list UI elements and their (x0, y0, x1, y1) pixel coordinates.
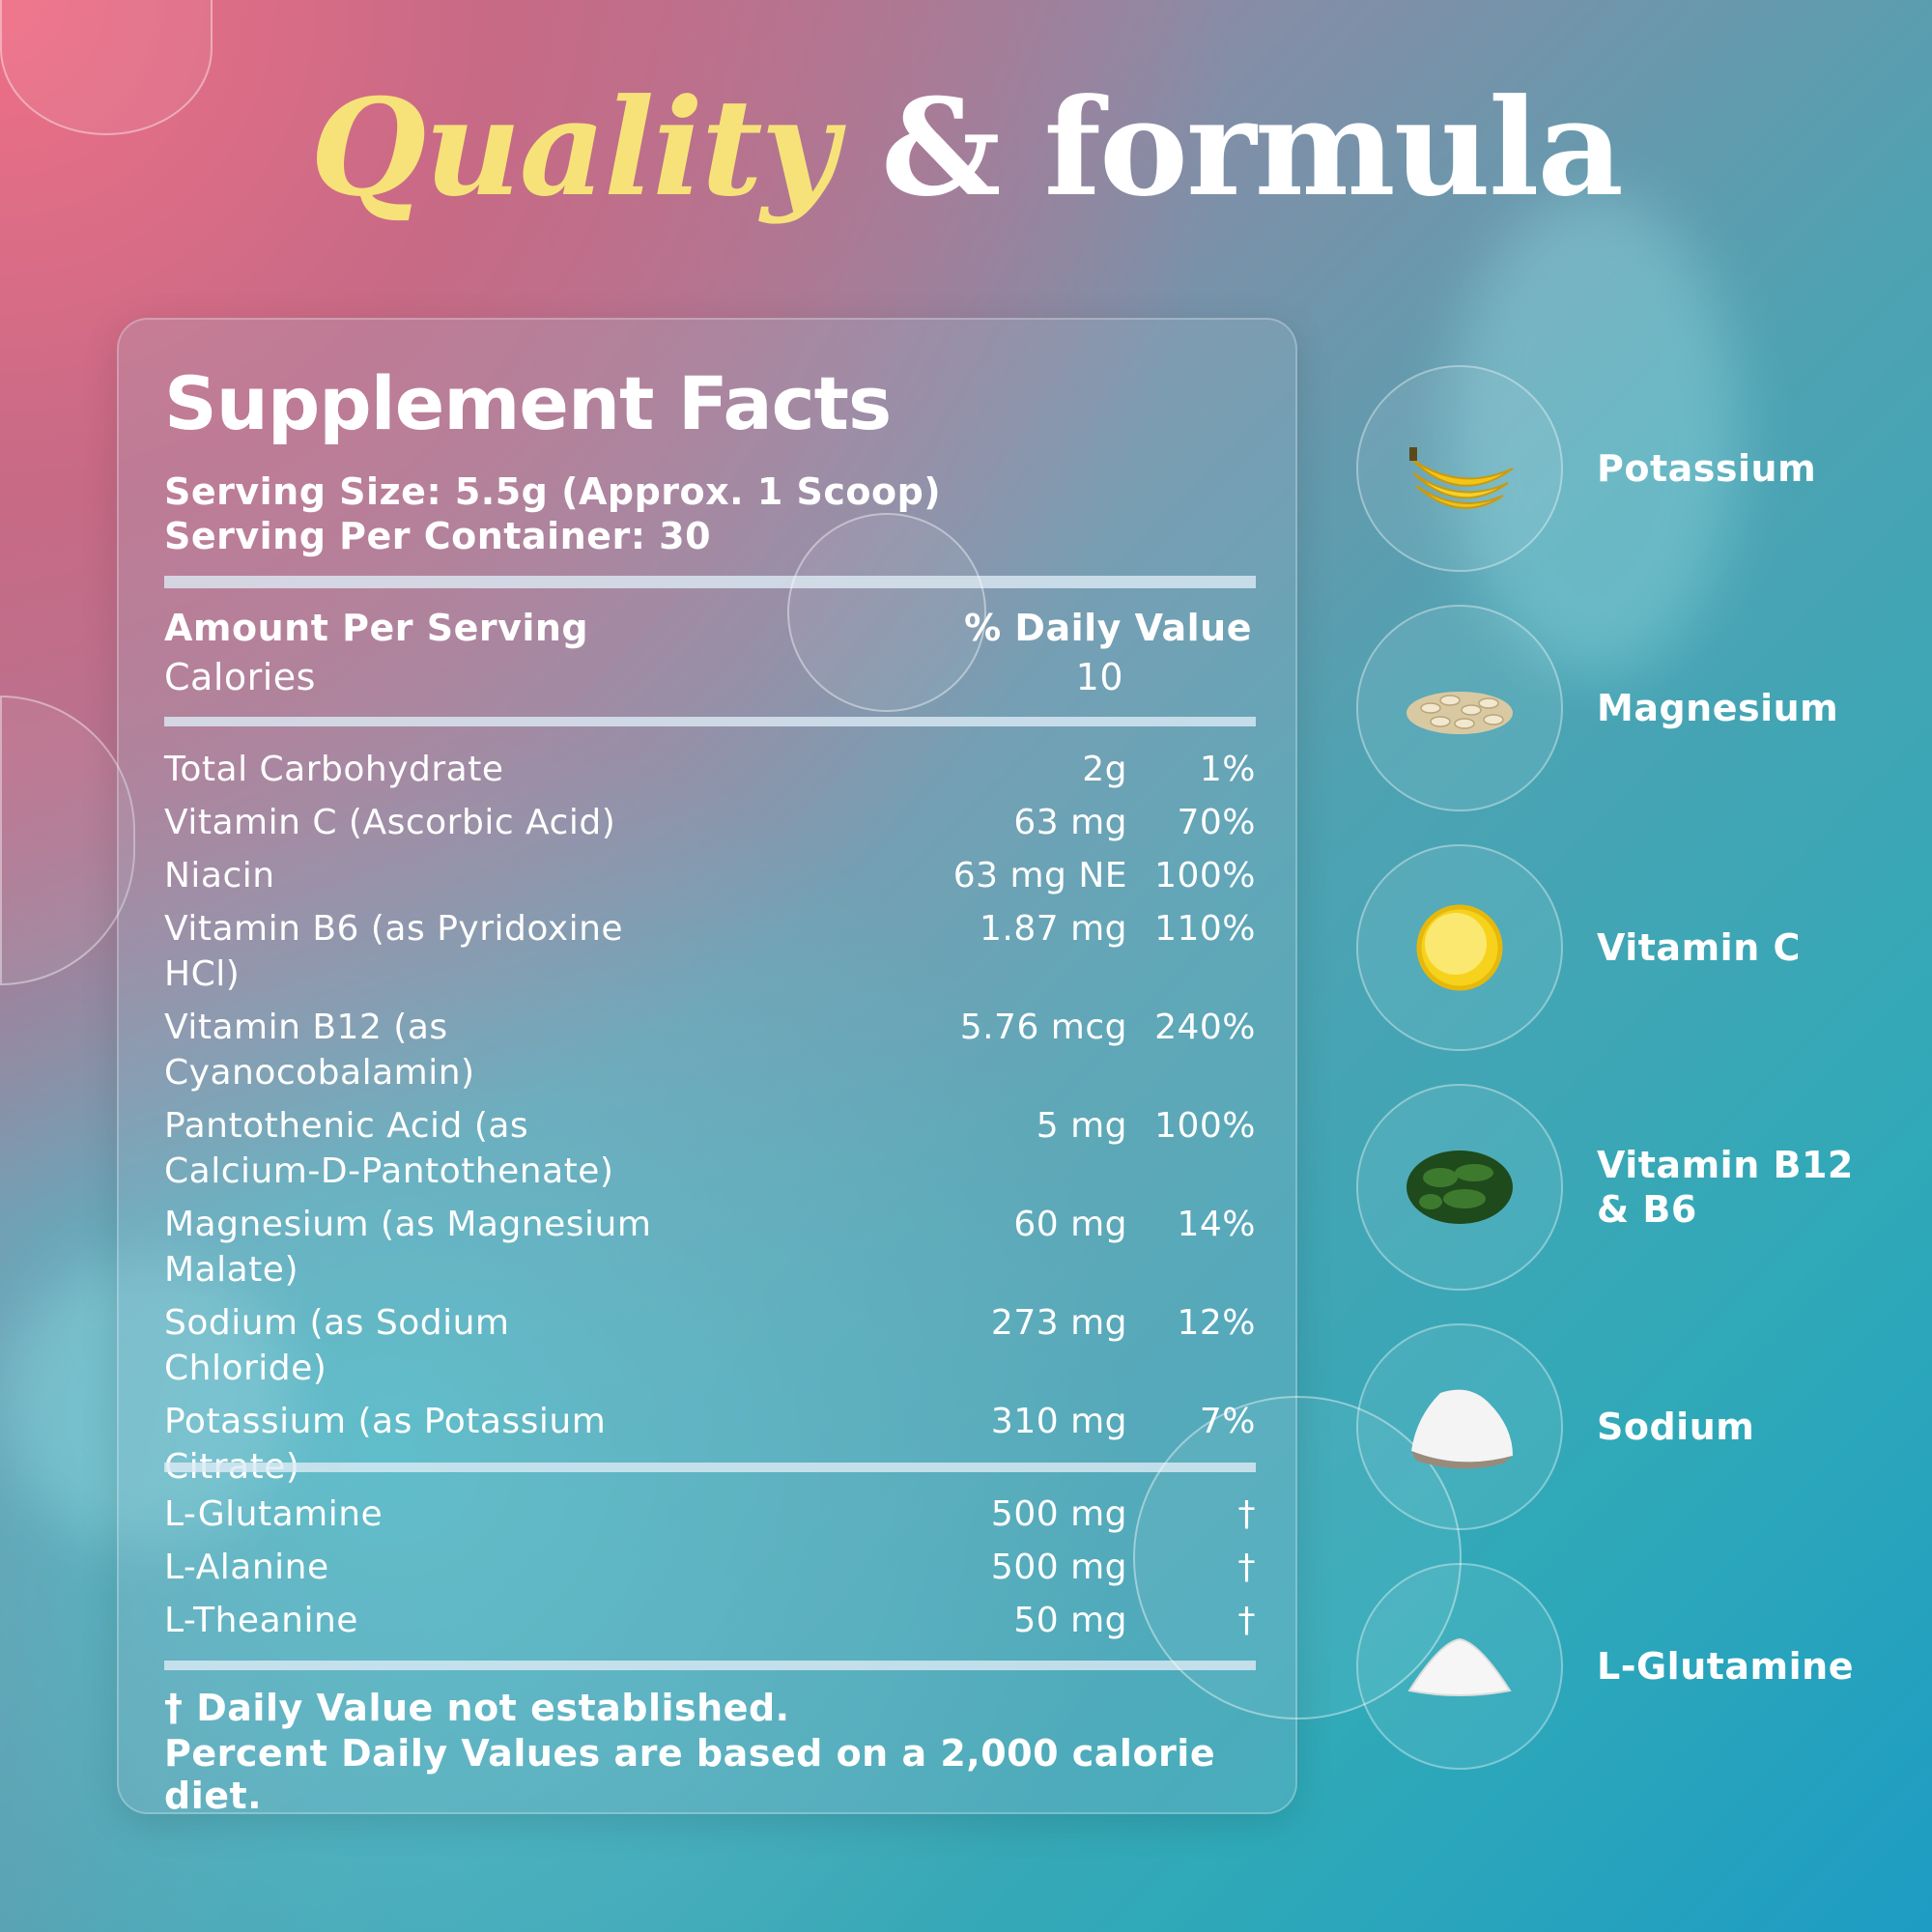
ingredient-label: Sodium (1597, 1406, 1755, 1448)
calories-value: 10 (1075, 656, 1123, 698)
nutrient-name: Total Carbohydrate (164, 750, 504, 789)
nutrient-name: Vitamin B12 (as Cyanocobalamin) (164, 1008, 475, 1093)
divider (164, 717, 1256, 726)
nutrient-dv: 240% (1154, 1008, 1256, 1047)
calories-label: Calories (164, 656, 316, 698)
nutrient-name: Potassium (as Potassium Citrate) (164, 1402, 607, 1487)
ingredient-label: Magnesium (1597, 687, 1839, 729)
background-blob (0, 1256, 290, 1546)
nutrient-row: Potassium (as Potassium Citrate)310 mg7% (164, 1399, 1256, 1490)
ingredient-label: Potassium (1597, 447, 1817, 490)
nutrient-list: Total Carbohydrate 2g 1% Vitamin C (Ascorbi… (164, 747, 1256, 1497)
nutrient-name: Vitamin C (Ascorbic Acid) (164, 803, 616, 842)
nutrient-row: Vitamin C (Ascorbic Acid) 63 mg 70% (164, 800, 1256, 845)
nutrient-amount: 310 mg (990, 1402, 1127, 1441)
nutrient-row: L-Theanine 50 mg † (164, 1598, 1256, 1643)
title-rest: & formula (880, 69, 1624, 226)
nutrient-amount: 500 mg (990, 1494, 1127, 1534)
amount-header: Amount Per Serving (164, 607, 589, 649)
salt-icon (1411, 1389, 1513, 1469)
page-title: Quality & formula (0, 68, 1932, 228)
leafy-greens-icon (1406, 1151, 1513, 1224)
facts-heading: Supplement Facts (164, 360, 892, 446)
nutrient-amount: 63 mg (1013, 803, 1127, 842)
decorative-bubble (787, 513, 986, 712)
ingredient-label: Vitamin C (1597, 926, 1801, 969)
nutrient-row: Sodium (as Sodium Chloride) 273 mg 12% (164, 1300, 1256, 1391)
nutrient-amount: 5 mg (1036, 1106, 1127, 1146)
nutrient-name: L-Glutamine (164, 1494, 384, 1534)
ingredient-item: Vitamin C (1356, 844, 1897, 1051)
dv-header: % Daily Value (964, 607, 1252, 649)
nutrient-row: L-Glutamine 500 mg † (164, 1492, 1256, 1537)
serving-size: Serving Size: 5.5g (Approx. 1 Scoop) (164, 470, 942, 513)
ingredient-item: Magnesium (1356, 605, 1897, 811)
nutrient-amount: 500 mg (990, 1548, 1127, 1587)
seeds-icon (1406, 692, 1513, 734)
divider (164, 1661, 1256, 1670)
footnote-diet: Percent Daily Values are based on a 2,00… (164, 1732, 1216, 1817)
nutrient-row: Niacin 63 mg NE 100% (164, 853, 1256, 898)
nutrient-amount: 60 mg (1013, 1205, 1127, 1244)
ingredient-circle (1356, 844, 1563, 1051)
nutrient-amount: 2g (1082, 750, 1127, 789)
supplement-facts-panel: Supplement Facts Serving Size: 5.5g (App… (117, 318, 1297, 1817)
ingredient-label: L-Glutamine (1597, 1645, 1855, 1688)
nutrient-amount: 63 mg NE (952, 856, 1127, 895)
nutrient-row: Pantothenic Acid (as Calcium-D-Pantothen… (164, 1103, 1256, 1194)
ingredient-item: Sodium (1356, 1323, 1897, 1530)
footnote-dv: † Daily Value not established. (164, 1687, 790, 1729)
ingredient-item: Vitamin B12 & B6 (1356, 1084, 1897, 1291)
ingredient-item: L-Glutamine (1356, 1563, 1897, 1770)
nutrient-name: Vitamin B6 (as Pyridoxine HCl) (164, 909, 624, 994)
nutrient-name: Magnesium (as Magnesium Malate) (164, 1205, 652, 1290)
nutrient-row: Vitamin B12 (as Cyanocobalamin) 5.76 mcg 2… (164, 1005, 1256, 1095)
ingredient-label: Vitamin B12 & B6 (1597, 1144, 1854, 1231)
powder-icon (1407, 1637, 1512, 1696)
nutrient-amount: 1.87 mg (979, 909, 1127, 949)
nutrient-dv: 110% (1154, 909, 1256, 949)
nutrient-name: L-Theanine (164, 1601, 358, 1640)
nutrient-amount: 5.76 mcg (959, 1008, 1127, 1047)
nutrient-row: Total Carbohydrate 2g 1% (164, 747, 1256, 792)
ingredient-circle (1356, 365, 1563, 572)
ingredient-circle (1356, 1084, 1563, 1291)
nutrient-dv: 70% (1177, 803, 1256, 842)
ingredient-circle (1356, 1323, 1563, 1530)
ingredient-circle (1356, 605, 1563, 811)
nutrient-name: Sodium (as Sodium Chloride) (164, 1303, 510, 1388)
nutrient-amount: 273 mg (990, 1303, 1127, 1343)
decorative-bubble (0, 696, 135, 985)
nutrient-row: L-Alanine 500 mg † (164, 1545, 1256, 1590)
ingredient-circle (1356, 1563, 1563, 1770)
nutrient-dv: 100% (1154, 1106, 1256, 1146)
nutrient-dv: 12% (1177, 1303, 1256, 1343)
title-accent: Quality (310, 69, 838, 226)
servings-per-container: Serving Per Container: 30 (164, 515, 712, 557)
nutrient-name: Pantothenic Acid (as Calcium-D-Pantothen… (164, 1106, 614, 1191)
nutrient-row: Vitamin B6 (as Pyridoxine HCl) 1.87 mg 110… (164, 906, 1256, 997)
nutrient-name: L-Alanine (164, 1548, 329, 1587)
amino-acid-list: L-Glutamine 500 mg † L-Alanine 500 mg † L-Thea… (164, 1492, 1256, 1651)
decorative-bubble (0, 0, 213, 135)
nutrient-amount: 50 mg (1013, 1601, 1127, 1640)
nutrient-dv: 100% (1154, 856, 1256, 895)
divider (164, 576, 1256, 588)
divider (164, 1463, 1256, 1472)
banana-icon (1409, 447, 1514, 509)
nutrient-dv: 14% (1177, 1205, 1256, 1244)
nutrient-dv: 1% (1199, 750, 1256, 789)
nutrient-name: Niacin (164, 856, 275, 895)
nutrient-row: Magnesium (as Magnesium Malate) 60 mg 14% (164, 1202, 1256, 1293)
ingredient-item: Potassium (1356, 365, 1897, 572)
lemon-icon (1416, 904, 1503, 991)
